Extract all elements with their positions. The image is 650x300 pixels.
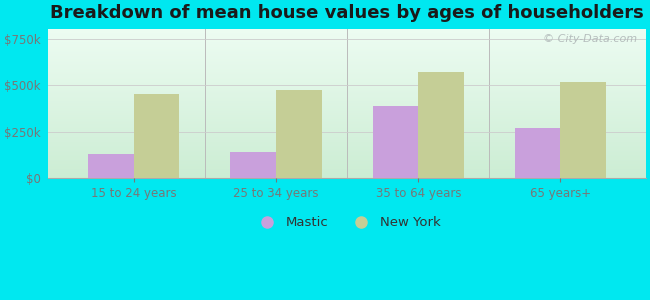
Bar <box>276 90 322 178</box>
Bar <box>515 128 560 178</box>
Bar <box>560 82 606 178</box>
Text: © City-Data.com: © City-Data.com <box>543 34 637 44</box>
Title: Breakdown of mean house values by ages of householders: Breakdown of mean house values by ages o… <box>50 4 644 22</box>
Legend: Mastic, New York: Mastic, New York <box>248 211 446 234</box>
Bar <box>134 94 179 178</box>
Bar <box>372 106 418 178</box>
Bar <box>418 72 463 178</box>
Bar <box>231 152 276 178</box>
Bar <box>88 154 134 178</box>
